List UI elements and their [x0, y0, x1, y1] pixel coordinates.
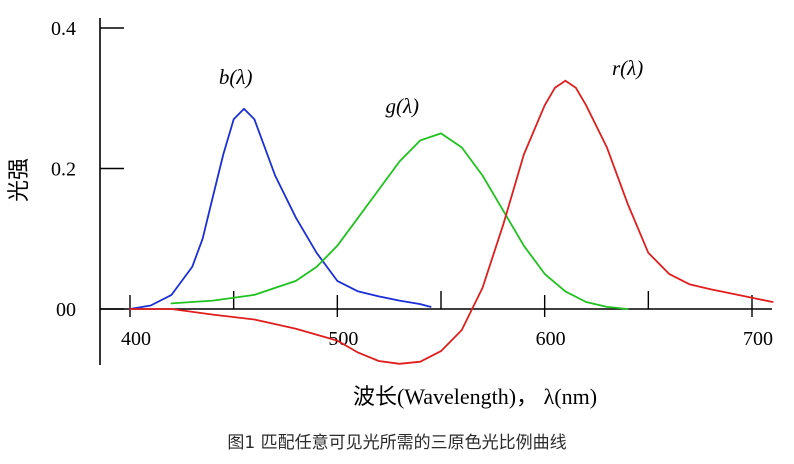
y-tick-label: 0.4 — [51, 18, 76, 40]
series-line — [129, 107, 432, 310]
series-line — [170, 132, 629, 310]
y-axis-title: 光强 — [6, 158, 31, 202]
y-tick-label: 00 — [56, 299, 76, 321]
series-label: g(λ) — [385, 94, 419, 118]
x-tick-label: 600 — [536, 328, 566, 350]
x-axis-title: 波长(Wavelength)， λ(nm) — [353, 384, 597, 409]
series-label: r(λ) — [612, 56, 643, 80]
x-tick-label: 500 — [328, 328, 358, 350]
figure-caption: 图1 匹配任意可见光所需的三原色光比例曲线 — [227, 433, 567, 453]
y-tick-label: 0.2 — [51, 159, 76, 181]
x-tick-label: 700 — [743, 328, 773, 350]
x-tick-label: 400 — [121, 328, 151, 350]
series-label: b(λ) — [219, 65, 253, 89]
series-line — [129, 79, 774, 365]
